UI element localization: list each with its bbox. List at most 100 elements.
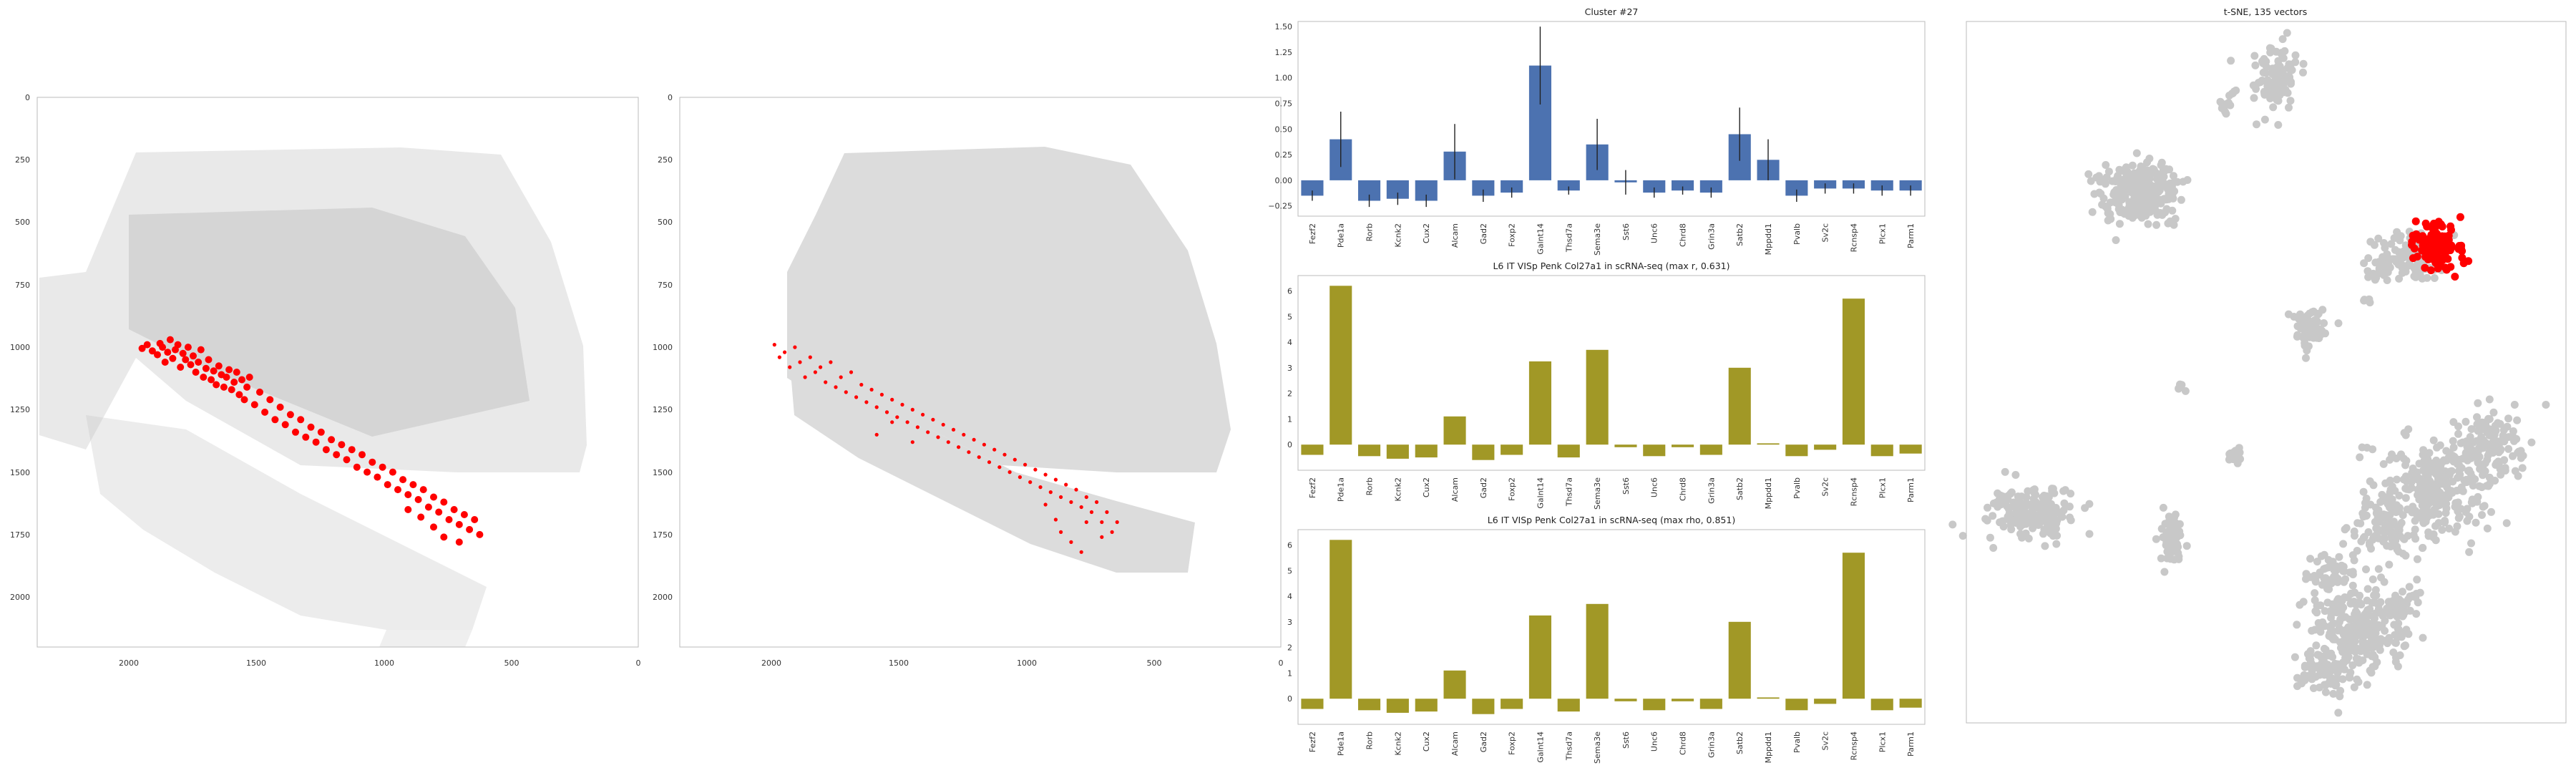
highlighted-cell-point	[1095, 500, 1099, 505]
highlighted-cell-point	[1064, 482, 1068, 487]
highlighted-cell-point	[215, 362, 223, 370]
tsne-point	[2233, 459, 2242, 467]
tsne-point	[2293, 674, 2301, 682]
tsne-point	[2132, 170, 2140, 179]
tsne-point	[2479, 502, 2487, 511]
category-label: Foxp2	[1508, 731, 1517, 755]
bar	[1699, 699, 1722, 709]
tsne-point	[2277, 84, 2285, 93]
tsne-point	[2334, 667, 2343, 676]
bar	[1728, 621, 1751, 699]
highlighted-cell-point	[783, 350, 787, 354]
tsne-point	[2374, 638, 2382, 646]
bar	[1899, 699, 1922, 708]
tsne-point	[2256, 78, 2265, 87]
ytick-label: 1500	[653, 468, 673, 477]
tsne-point	[2309, 684, 2318, 692]
yticks-right: 0 250 500 750 1000 1250 1500 1750 2000	[653, 93, 673, 602]
highlighted-cell-point	[471, 516, 479, 523]
tsne-point	[2114, 172, 2122, 180]
tsne-point	[2250, 52, 2259, 60]
bar	[1301, 180, 1324, 196]
tsne-point	[2378, 490, 2386, 499]
tsne-point	[2128, 161, 2137, 170]
tsne-point	[2155, 186, 2164, 195]
tsne-point	[2299, 59, 2308, 68]
tsne-point	[2053, 531, 2062, 540]
tsne-highlight-point	[2428, 223, 2436, 232]
tsne-point	[2451, 499, 2460, 507]
highlighted-cell-point	[200, 374, 208, 381]
tsne-point	[2285, 103, 2293, 112]
highlighted-cell-point	[445, 516, 453, 523]
highlighted-cell-point	[404, 506, 412, 513]
tsne-point	[2226, 449, 2235, 457]
tsne-point	[2454, 507, 2462, 515]
tsne-point	[2275, 62, 2283, 70]
tsne-point	[2311, 607, 2320, 616]
tsne-point	[2137, 162, 2145, 170]
highlighted-cell-point	[174, 341, 182, 349]
tsne-point	[2313, 558, 2321, 566]
category-label: Pvalb	[1792, 731, 1802, 753]
tsne-point	[2357, 631, 2365, 639]
category-label: Unc6	[1650, 477, 1659, 497]
tsne-point	[2426, 477, 2434, 485]
tsne-point	[2263, 82, 2272, 90]
tsne-point	[2503, 422, 2512, 431]
ytick-label: 5	[1287, 566, 1292, 575]
tsne-point	[2492, 427, 2500, 435]
category-label: Satb2	[1735, 223, 1745, 246]
tsne-point	[2160, 568, 2169, 576]
tsne-point	[2419, 543, 2427, 552]
tsne-point	[2371, 258, 2380, 267]
category-label: Gad2	[1479, 477, 1488, 498]
tsne-point	[2175, 520, 2184, 528]
category-label: Pde1a	[1337, 731, 1346, 756]
tsne-point	[2348, 551, 2357, 560]
tsne-point	[2362, 512, 2370, 520]
tsne-point	[2467, 469, 2475, 477]
highlighted-cell-point	[1074, 487, 1078, 492]
highlighted-cell-point	[417, 513, 425, 521]
highlighted-cell-point	[404, 491, 412, 499]
category-label: Sst6	[1621, 477, 1631, 495]
tsne-point	[2416, 480, 2425, 487]
category-label: Mppdd1	[1764, 223, 1773, 255]
tsne-point	[2363, 626, 2372, 634]
category-label: Plcx1	[1878, 223, 1887, 244]
highlighted-cell-point	[1053, 517, 1058, 522]
tsne-point	[2321, 607, 2329, 616]
bar	[1814, 444, 1837, 450]
tsne-point	[2434, 464, 2443, 472]
chart-title: Cluster #27	[1585, 6, 1639, 17]
tsne-point	[2130, 193, 2139, 202]
highlighted-cell-point	[1043, 472, 1048, 477]
highlighted-cell-point	[394, 486, 401, 494]
highlighted-cell-point	[466, 525, 474, 533]
tsne-highlight-point	[2436, 220, 2445, 228]
tsne-point	[2383, 250, 2391, 258]
tsne-point	[2329, 689, 2338, 698]
tsne-point	[2183, 176, 2192, 184]
highlighted-cell-point	[184, 344, 192, 351]
ytick-label: 0	[1287, 440, 1292, 449]
category-label: Fezf2	[1308, 731, 1317, 752]
highlighted-cell-point	[348, 446, 356, 454]
highlighted-cell-point	[910, 440, 914, 444]
highlighted-cell-point	[238, 376, 245, 384]
bar	[1443, 670, 1466, 699]
ytick-label: 3	[1287, 618, 1292, 627]
category-label: Cux2	[1422, 223, 1431, 243]
highlighted-cell-point	[179, 349, 187, 357]
tsne-point	[2157, 195, 2166, 204]
tsne-point	[2102, 161, 2110, 169]
highlighted-cell-point	[389, 468, 396, 476]
tsne-point	[2159, 503, 2167, 512]
tsne-point	[2306, 309, 2314, 318]
ytick-label: 750	[15, 281, 30, 290]
tsne-point	[2293, 332, 2301, 341]
tsne-point	[2409, 472, 2417, 481]
tsne-point	[2343, 653, 2352, 661]
ytick-label: 1000	[10, 343, 30, 352]
